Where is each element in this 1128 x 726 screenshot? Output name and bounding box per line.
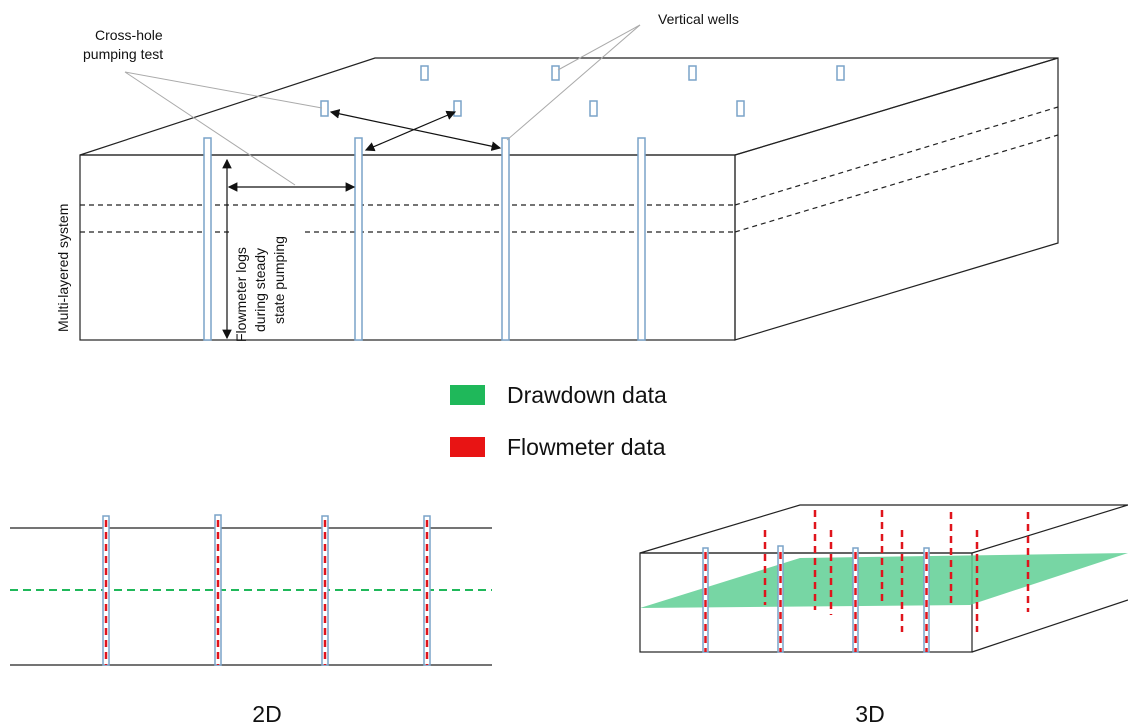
legend-swatch-drawdown [450,385,485,405]
wells [203,65,845,341]
panel-label-2d: 2D [252,701,281,726]
legend-drawdown: Drawdown data [507,382,667,408]
panel-2d [10,514,492,666]
label-vertical-wells: Vertical wells [658,11,739,27]
label-multi-layered: Multi-layered system [55,204,71,332]
legend-swatch-flowmeter [450,437,485,457]
pointer-lines [124,24,641,340]
panel-label-3d: 3D [855,701,884,726]
legend-flowmeter: Flowmeter data [507,434,666,460]
label-flowmeter-logs: Flowmeter logs during steady state pumping [233,236,287,342]
panel-3d [639,504,1128,653]
label-cross-hole: Cross-hole pumping test [83,27,163,62]
